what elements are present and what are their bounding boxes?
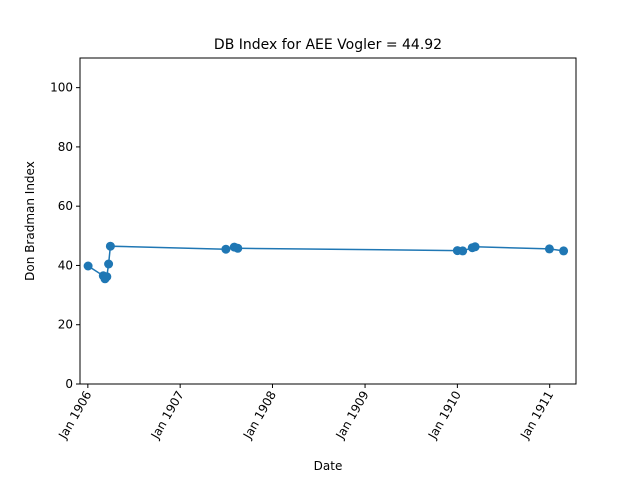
x-axis-label: Date	[314, 459, 343, 473]
data-point	[102, 272, 112, 282]
data-point	[458, 246, 468, 256]
data-point	[559, 246, 569, 256]
plot-frame	[79, 57, 577, 385]
data-point	[104, 259, 114, 269]
data-point	[83, 261, 93, 271]
data-point	[544, 244, 554, 254]
y-tick-label: 60	[58, 199, 73, 213]
y-tick-label: 0	[65, 377, 73, 391]
y-axis-ticks: 0 20 40 60 80 100	[50, 81, 80, 391]
data-point	[470, 242, 480, 252]
series-layer	[83, 241, 569, 284]
data-point	[233, 243, 243, 253]
data-point	[221, 244, 231, 254]
data-point	[105, 241, 115, 251]
y-tick-label: 40	[58, 258, 73, 272]
y-axis-label: Don Bradman Index	[23, 161, 37, 281]
chart-title: DB Index for AEE Vogler = 44.92	[214, 37, 442, 53]
y-tick-label: 80	[58, 140, 73, 154]
y-tick-label: 100	[50, 81, 73, 95]
y-tick-label: 20	[58, 318, 73, 332]
